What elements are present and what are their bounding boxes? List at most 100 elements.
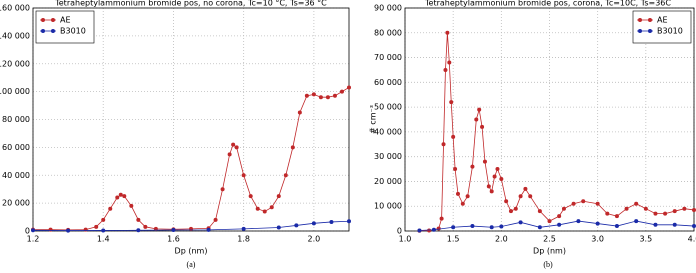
- data-point: [537, 209, 542, 214]
- y-tick-label: 0: [397, 227, 402, 236]
- data-point: [513, 206, 518, 211]
- series-line: [419, 32, 695, 232]
- x-tick-label: 1.2: [27, 235, 40, 244]
- data-point: [465, 194, 470, 199]
- data-point: [460, 201, 465, 206]
- data-point: [595, 221, 600, 226]
- data-point: [129, 203, 134, 208]
- legend-box: [632, 10, 692, 44]
- data-point: [537, 225, 542, 230]
- data-point: [486, 184, 491, 189]
- x-tick-label: 1.8: [237, 235, 250, 244]
- data-point: [94, 224, 99, 229]
- data-point: [561, 206, 566, 211]
- data-point: [470, 164, 475, 169]
- x-tick-label: 1.4: [97, 235, 110, 244]
- y-tick-label: 80 000: [2, 115, 30, 124]
- data-point: [489, 225, 494, 230]
- y-tick-label: 90 000: [374, 4, 402, 13]
- x-tick-label: 3.5: [639, 235, 652, 244]
- legend-box: [35, 10, 95, 44]
- data-point: [692, 224, 696, 229]
- data-point: [439, 216, 444, 221]
- data-point: [614, 224, 619, 229]
- data-point: [495, 167, 500, 172]
- data-point: [255, 206, 260, 211]
- x-axis-label: Dp (nm): [175, 247, 208, 256]
- data-point: [283, 173, 288, 178]
- y-tick-label: 30 000: [374, 152, 402, 161]
- x-tick-label: 1.0: [399, 235, 412, 244]
- data-point: [118, 192, 123, 197]
- legend-marker: [648, 18, 652, 22]
- x-tick-label: 1.6: [167, 235, 180, 244]
- data-point: [653, 222, 658, 227]
- data-point: [576, 219, 581, 224]
- x-tick-label: 2.0: [308, 235, 321, 244]
- y-tick-label: 40 000: [374, 127, 402, 136]
- data-point: [108, 206, 113, 211]
- x-tick-label: 2.5: [543, 235, 556, 244]
- data-point: [427, 228, 432, 233]
- data-point: [206, 227, 211, 232]
- data-point: [614, 214, 619, 219]
- data-point: [136, 217, 141, 222]
- data-point: [443, 67, 448, 72]
- data-point: [518, 194, 523, 199]
- legend-marker: [41, 18, 45, 22]
- data-point: [339, 89, 344, 94]
- data-point: [441, 142, 446, 147]
- data-point: [83, 227, 88, 232]
- data-point: [231, 142, 236, 147]
- data-point: [474, 117, 479, 122]
- legend-marker: [638, 18, 642, 22]
- data-point: [101, 217, 106, 222]
- y-tick-label: 40 000: [2, 171, 30, 180]
- data-point: [101, 228, 106, 233]
- y-tick-label: 10 000: [374, 202, 402, 211]
- data-point: [451, 225, 456, 230]
- y-tick-label: 160 000: [0, 4, 30, 13]
- data-point: [276, 225, 281, 230]
- data-point: [508, 209, 513, 214]
- data-point: [605, 211, 610, 216]
- caption: (b): [543, 260, 553, 269]
- data-point: [297, 110, 302, 115]
- y-tick-label: 60 000: [2, 143, 30, 152]
- data-point: [653, 211, 658, 216]
- data-point: [557, 222, 562, 227]
- legend-marker: [638, 29, 642, 33]
- plot-frame: [404, 7, 695, 232]
- data-point: [682, 206, 687, 211]
- data-point: [66, 228, 71, 233]
- data-point: [115, 195, 120, 200]
- data-point: [643, 206, 648, 211]
- y-tick-label: 140 000: [0, 31, 30, 40]
- legend-label: AE: [60, 16, 71, 25]
- data-point: [329, 219, 334, 224]
- y-tick-label: 60 000: [374, 78, 402, 87]
- data-point: [290, 145, 295, 150]
- caption: (a): [187, 260, 196, 269]
- data-point: [143, 224, 148, 229]
- y-tick-label: 70 000: [374, 53, 402, 62]
- data-point: [262, 209, 267, 214]
- y-tick-label: 120 000: [0, 59, 30, 68]
- data-point: [672, 209, 677, 214]
- y-tick-label: 20 000: [374, 177, 402, 186]
- data-point: [634, 201, 639, 206]
- data-point: [31, 228, 35, 233]
- plot-frame: [32, 7, 350, 232]
- data-point: [234, 145, 239, 150]
- data-point: [489, 189, 494, 194]
- legend-label: AE: [657, 16, 668, 25]
- data-point: [492, 174, 497, 179]
- chart-title: Tetraheptylammonium bromide pos, no coro…: [54, 0, 327, 8]
- data-point: [571, 201, 576, 206]
- data-point: [477, 107, 482, 112]
- data-point: [48, 227, 53, 232]
- data-point: [581, 199, 586, 204]
- y-tick-label: 20 000: [2, 199, 30, 208]
- chart: Tetraheptylammonium bromide pos, no coro…: [0, 0, 351, 269]
